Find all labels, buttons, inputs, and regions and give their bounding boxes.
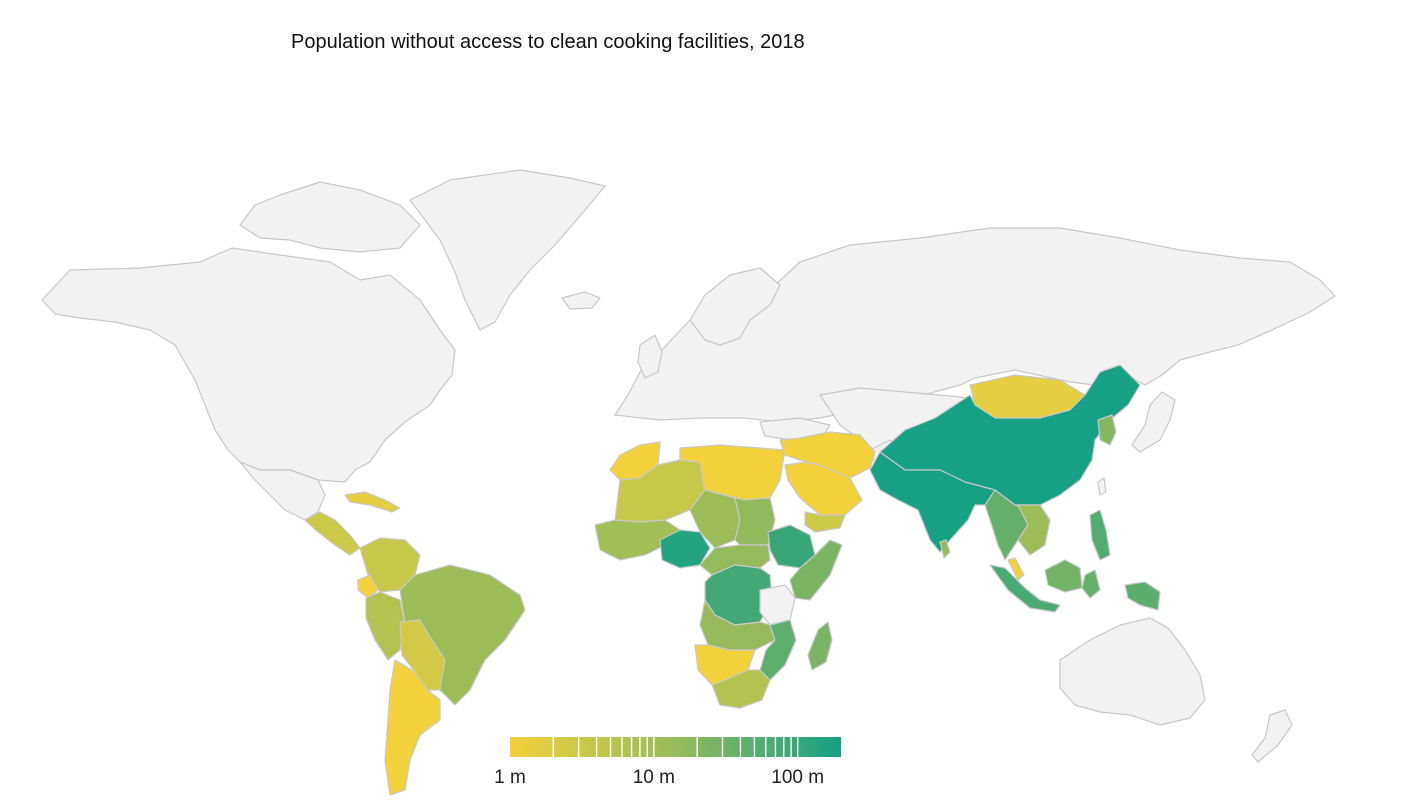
region-nigeria[interactable] [659,529,711,569]
region-tanzania[interactable] [759,584,796,626]
region-indochina[interactable] [1017,504,1051,556]
region-sumatra[interactable] [989,564,1061,613]
region-korea-peninsula[interactable] [1097,414,1117,446]
region-taiwan[interactable] [1097,477,1107,496]
region-scandinavia[interactable] [689,267,781,346]
region-philippines[interactable] [1089,509,1111,561]
region-mexico[interactable] [239,461,326,521]
region-south-asia[interactable] [869,451,996,553]
legend-tick-label: 10 m [633,767,675,788]
region-canadian-arctic-islands[interactable] [239,181,421,253]
region-borneo[interactable] [1044,559,1083,593]
region-iceland[interactable] [561,291,601,310]
region-greenland[interactable] [409,169,606,331]
legend-color-bar [510,737,841,757]
region-central-america[interactable] [304,511,361,556]
legend-ticks: 1 m 10 m 100 m [494,767,824,788]
region-australia[interactable] [1059,617,1206,726]
region-horn-east-africa[interactable] [789,539,843,601]
land-layer [41,169,1336,796]
region-bolivia-paraguay[interactable] [399,619,446,691]
region-sulawesi[interactable] [1081,569,1101,599]
legend-tick-label: 100 m [771,767,824,788]
region-middle-east[interactable] [779,431,876,479]
region-madagascar[interactable] [807,621,833,671]
region-saudi-gulf[interactable] [784,461,863,516]
region-ecuador[interactable] [357,574,379,599]
region-sri-lanka[interactable] [939,539,951,559]
region-yemen[interactable] [804,511,846,533]
legend-dividers [552,737,799,757]
legend-tick-label: 1 m [494,767,526,788]
color-scale-legend: 1 m 10 m 100 m [494,737,841,788]
map-title: Population without access to clean cooki… [291,31,805,53]
region-peru[interactable] [365,591,406,661]
region-south-africa[interactable] [711,669,771,709]
region-argentina-chile[interactable] [384,659,441,796]
region-caribbean[interactable] [344,491,401,513]
region-japan[interactable] [1131,391,1176,453]
region-new-zealand[interactable] [1251,709,1293,763]
region-malay-peninsula[interactable] [1007,557,1025,581]
region-great-britain[interactable] [637,334,663,379]
region-north-america[interactable] [41,247,456,483]
region-papua[interactable] [1124,581,1161,611]
